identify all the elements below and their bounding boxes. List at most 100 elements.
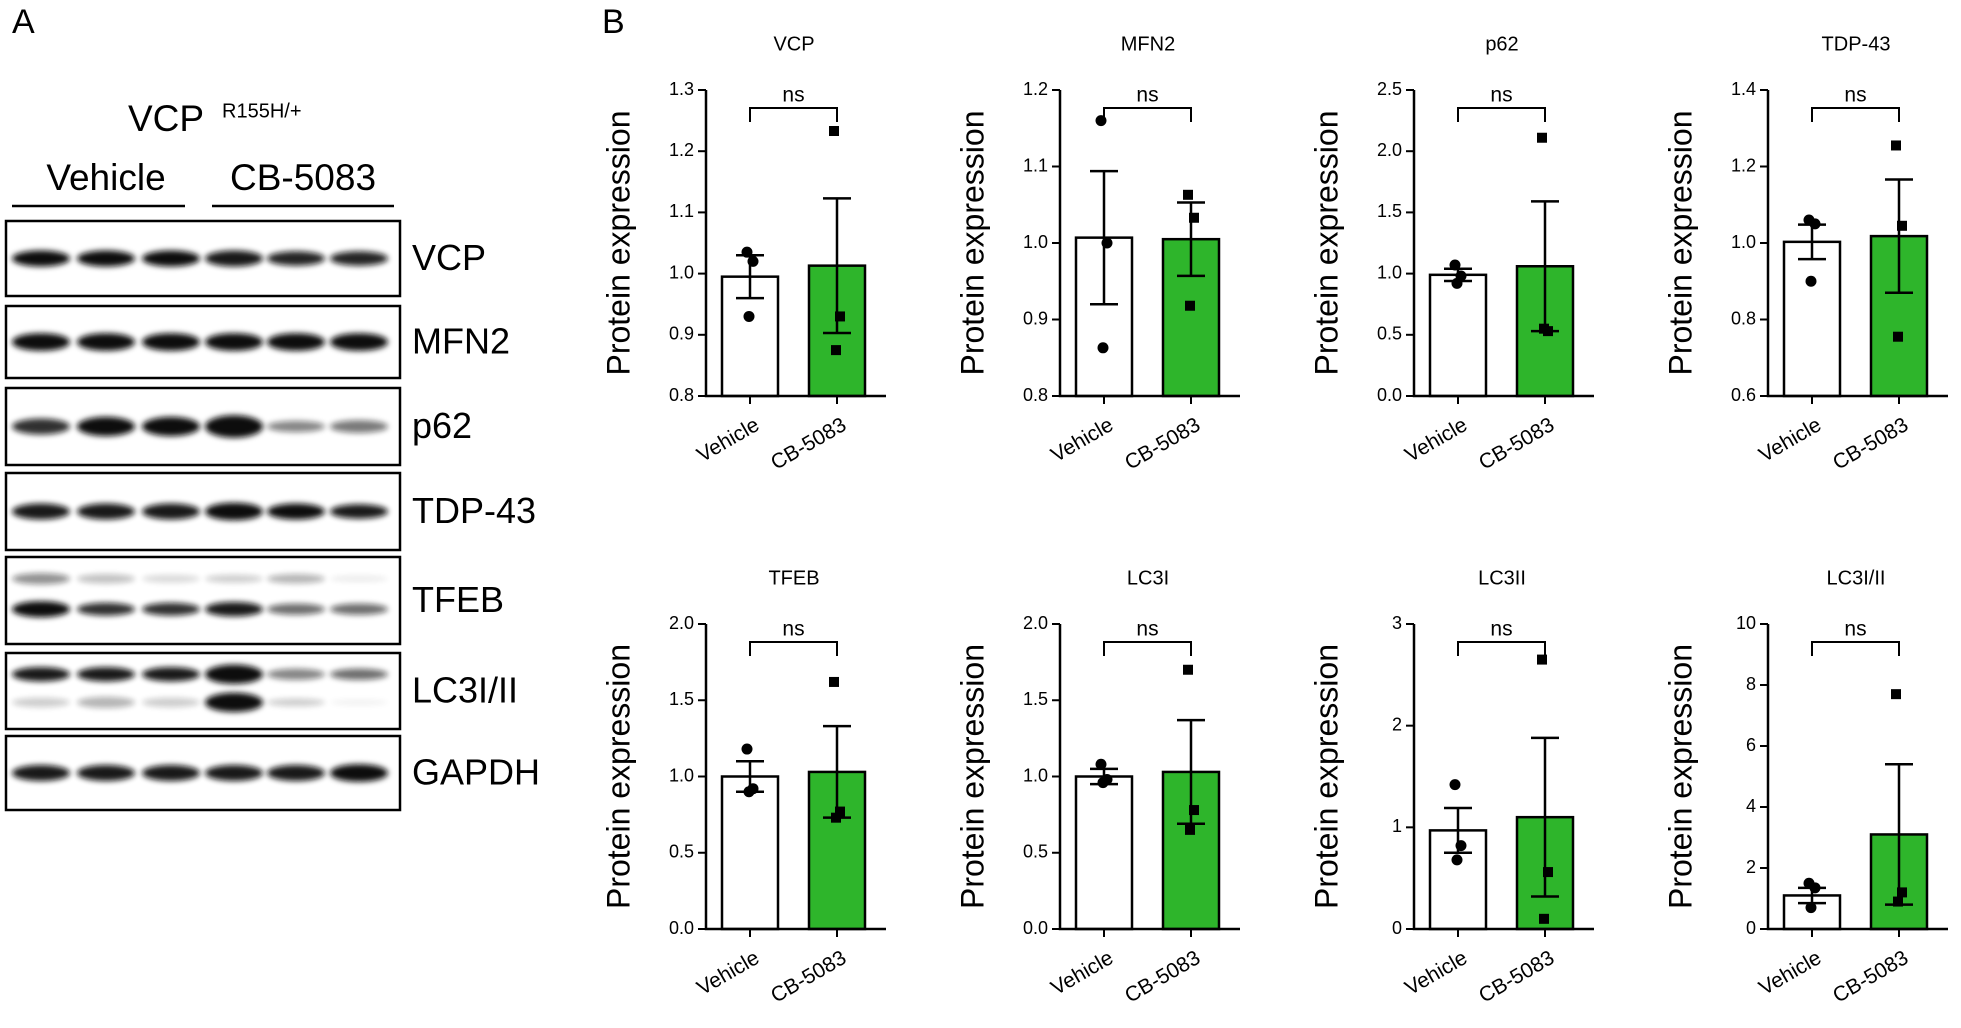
significance-bracket bbox=[1457, 641, 1546, 656]
significance-bracket bbox=[1103, 641, 1192, 656]
axes bbox=[1058, 90, 1240, 398]
y-axis-label: Protein expression bbox=[600, 110, 636, 375]
y-tick-label: 1.5 bbox=[669, 689, 694, 709]
x-tick-label: Vehicle bbox=[1047, 946, 1117, 1000]
y-tick-label: 1.0 bbox=[669, 765, 694, 785]
y-tick-label: 0 bbox=[1392, 918, 1402, 938]
data-point bbox=[1543, 867, 1553, 878]
band bbox=[205, 502, 263, 521]
band bbox=[12, 333, 70, 351]
axes bbox=[704, 624, 886, 931]
y-tick-label: 2 bbox=[1392, 714, 1402, 734]
y-tick-label: 0.6 bbox=[1731, 385, 1756, 405]
band bbox=[142, 765, 200, 781]
x-tick-label: Vehicle bbox=[1755, 946, 1825, 1000]
band bbox=[77, 696, 135, 709]
y-tick-label: 6 bbox=[1746, 735, 1756, 755]
y-tick-label: 10 bbox=[1736, 613, 1756, 633]
band bbox=[12, 503, 70, 520]
data-point bbox=[1537, 654, 1547, 665]
y-tick-label: 0.9 bbox=[669, 324, 694, 344]
data-point bbox=[1805, 275, 1817, 287]
blot: VCP MFN2 p62 TDP-43 TFEB LC3I/II GAPDH bbox=[4, 219, 540, 812]
chart-title: LC3I/II bbox=[1827, 567, 1886, 589]
band bbox=[330, 333, 388, 351]
band bbox=[267, 420, 325, 433]
band bbox=[205, 692, 263, 713]
significance-label: ns bbox=[782, 84, 804, 107]
data-point bbox=[743, 786, 755, 798]
x-tick-label: CB-5083 bbox=[1121, 946, 1204, 1007]
data-point bbox=[1897, 220, 1907, 231]
error-bar bbox=[1090, 169, 1118, 306]
data-point bbox=[1183, 664, 1193, 675]
y-tick-label: 3 bbox=[1392, 613, 1402, 633]
data-point bbox=[1809, 218, 1821, 230]
band bbox=[205, 765, 263, 781]
band bbox=[330, 504, 388, 519]
y-axis-label: Protein expression bbox=[954, 110, 990, 375]
y-tick-label: 0.5 bbox=[669, 842, 694, 862]
band bbox=[12, 573, 70, 585]
data-point bbox=[741, 743, 753, 755]
data-point bbox=[829, 126, 839, 137]
axes bbox=[1058, 624, 1240, 931]
x-tick-label: CB-5083 bbox=[1475, 413, 1558, 474]
blot-frame bbox=[4, 555, 402, 646]
x-tick-label: CB-5083 bbox=[1829, 946, 1912, 1007]
bar bbox=[1428, 273, 1488, 398]
y-tick-label: 2.0 bbox=[1023, 613, 1048, 633]
data-point bbox=[831, 812, 841, 823]
y-tick-label: 1.2 bbox=[669, 140, 694, 160]
protein-label: GAPDH bbox=[412, 752, 540, 793]
protein-label: MFN2 bbox=[412, 321, 510, 362]
chart-title: LC3I bbox=[1127, 567, 1169, 589]
data-point bbox=[831, 345, 841, 356]
band bbox=[267, 333, 325, 351]
significance-label: ns bbox=[1844, 84, 1866, 107]
data-point bbox=[1893, 896, 1903, 907]
band bbox=[12, 418, 70, 435]
y-tick-label: 0.9 bbox=[1023, 308, 1048, 328]
band bbox=[142, 602, 200, 616]
band bbox=[267, 765, 325, 781]
chart-title: TDP-43 bbox=[1822, 33, 1891, 55]
significance-label: ns bbox=[782, 618, 804, 641]
band bbox=[12, 250, 70, 267]
x-tick-label: Vehicle bbox=[693, 946, 763, 1000]
data-point bbox=[835, 806, 845, 817]
y-tick-label: 0.0 bbox=[669, 918, 694, 938]
data-point bbox=[741, 246, 753, 258]
bar bbox=[720, 775, 780, 931]
data-point bbox=[1455, 840, 1467, 852]
y-tick-label: 1.5 bbox=[1377, 201, 1402, 221]
y-tick-label: 1.0 bbox=[1023, 232, 1048, 252]
data-point bbox=[747, 255, 759, 267]
data-point bbox=[1809, 882, 1821, 894]
chart-title: VCP bbox=[773, 33, 814, 55]
data-point bbox=[835, 311, 845, 322]
significance-label: ns bbox=[1844, 618, 1866, 641]
x-tick-label: CB-5083 bbox=[1475, 946, 1558, 1007]
x-tick-label: Vehicle bbox=[1755, 413, 1825, 467]
x-tick-label: CB-5083 bbox=[1121, 413, 1204, 474]
protein-label: VCP bbox=[412, 237, 486, 278]
protein-label: TFEB bbox=[412, 579, 504, 620]
band bbox=[205, 664, 263, 684]
charts: VCP Protein expression 0.8 0.9 1.0 1.1 1.2 1.3 V… bbox=[600, 33, 1948, 1008]
band bbox=[330, 420, 388, 433]
y-tick-label: 1.0 bbox=[669, 262, 694, 282]
axes bbox=[1766, 624, 1948, 931]
data-point bbox=[1805, 902, 1817, 914]
panel-label: A bbox=[12, 3, 35, 41]
y-tick-label: 2.0 bbox=[669, 613, 694, 633]
y-tick-label: 0.8 bbox=[1023, 385, 1048, 405]
significance-bracket bbox=[1811, 641, 1900, 656]
x-tick-label: Vehicle bbox=[1047, 413, 1117, 467]
y-tick-label: 1.0 bbox=[1023, 765, 1048, 785]
band bbox=[142, 503, 200, 520]
error-bar bbox=[823, 197, 851, 335]
y-tick-label: 2.5 bbox=[1377, 79, 1402, 99]
band bbox=[267, 668, 325, 680]
x-tick-label: CB-5083 bbox=[767, 946, 850, 1007]
